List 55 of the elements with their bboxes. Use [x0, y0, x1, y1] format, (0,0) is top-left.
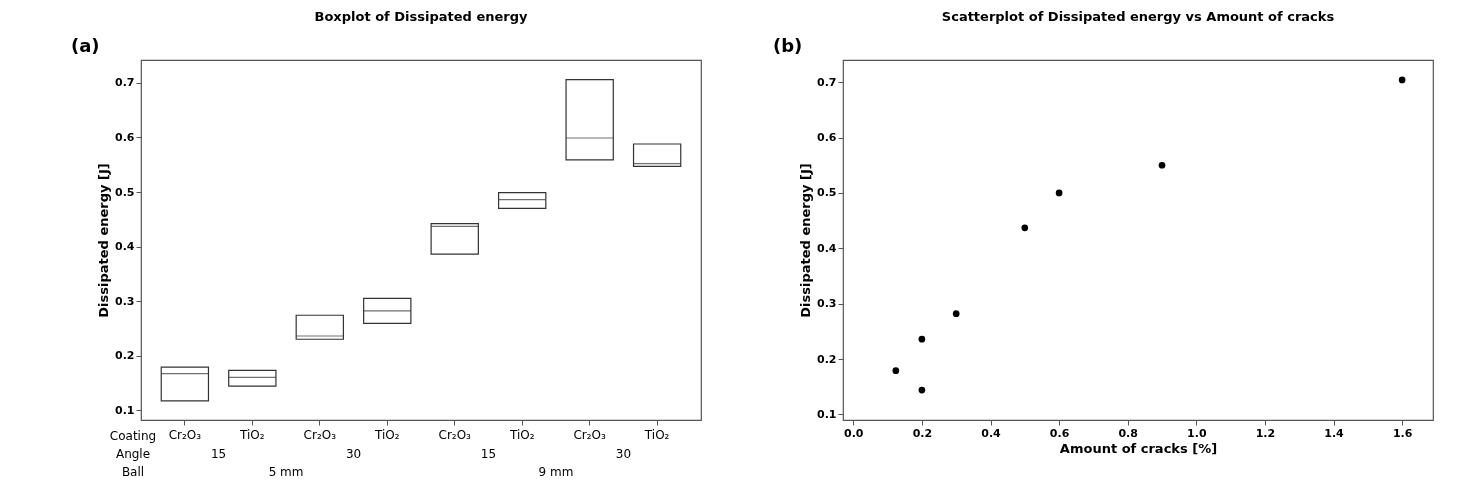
text: Angle [115, 447, 151, 461]
x-tick-label: TiO₂ [643, 427, 670, 442]
text: (a) [71, 35, 100, 56]
point [1021, 224, 1029, 232]
x-tick-label: TiO₂ [239, 427, 265, 442]
text: Coating [109, 429, 157, 443]
text: 30 [615, 447, 632, 461]
y-tick-label: 0.1 [817, 407, 837, 421]
y-axis-title: Dissipated energy [J] [96, 163, 112, 318]
point [1055, 189, 1063, 197]
point [918, 335, 926, 343]
y-tick-label: 0.6 [115, 130, 135, 144]
x-tick-label: TiO₂ [373, 427, 400, 442]
text: 15 [480, 447, 497, 461]
text: Ball [121, 465, 145, 479]
y-tick-label: 0.2 [115, 349, 135, 363]
x-axis-title: Amount of cracks [%] [1059, 440, 1218, 456]
y-tick-label: 0.3 [115, 294, 135, 308]
x-tick-label: Cr₂O₃ [303, 427, 337, 442]
y-tick-label: 0.4 [817, 241, 837, 255]
x-tick-label: TiO₂ [508, 427, 535, 442]
chart-title: Scatterplot of Dissipated energy vs Amount of cracks [941, 9, 1335, 24]
y-tick-label: 0.3 [817, 297, 837, 311]
x-tick-label: Cr₂O₃ [573, 427, 607, 442]
point [1398, 76, 1406, 84]
text: 15 [210, 447, 227, 461]
x-tick-label: 1.2 [1255, 426, 1276, 440]
point [1158, 161, 1166, 169]
text: (b) [773, 35, 803, 56]
y-tick-label: 0.7 [817, 75, 837, 89]
y-tick-label: 0.1 [115, 403, 135, 417]
x-tick-label: 0.4 [981, 426, 1002, 440]
y-tick-label: 0.5 [115, 185, 135, 199]
text: 30 [345, 447, 362, 461]
x-tick-label: 1.6 [1392, 426, 1413, 440]
x-tick-label: Cr₂O₃ [438, 427, 472, 442]
text: 5 mm [268, 465, 304, 479]
y-tick-label: 0.5 [817, 186, 837, 200]
chart-title: Boxplot of Dissipated energy [314, 9, 528, 24]
y-tick-label: 0.7 [115, 76, 135, 90]
y-axis-title: Dissipated energy [J] [798, 163, 814, 318]
x-tick-label: 0.8 [1118, 426, 1138, 440]
point [918, 386, 926, 394]
x-tick-label: 0.2 [912, 426, 933, 440]
y-tick-label: 0.4 [115, 240, 135, 254]
x-tick-label: Cr₂O₃ [168, 427, 202, 442]
x-tick-label: 0.0 [844, 426, 864, 440]
x-tick-label: 1.0 [1187, 426, 1207, 440]
x-tick-label: 1.4 [1324, 426, 1345, 440]
point [892, 367, 900, 375]
y-tick-label: 0.6 [817, 131, 837, 145]
point [952, 310, 960, 318]
text: 9 mm [538, 465, 574, 479]
x-tick-label: 0.6 [1049, 426, 1070, 440]
y-tick-label: 0.2 [817, 352, 837, 366]
